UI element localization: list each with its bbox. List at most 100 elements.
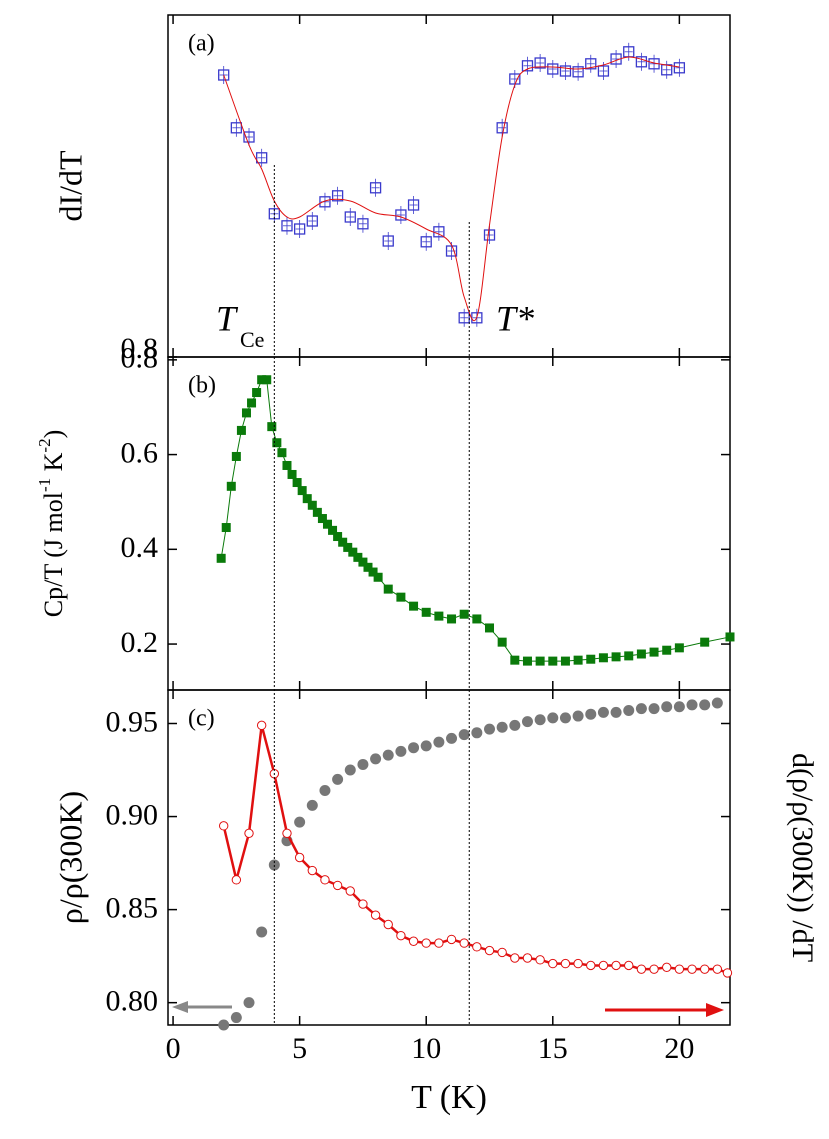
data-point [420,232,432,251]
data-point [395,206,407,224]
data-point [472,614,482,624]
data-point [585,54,597,73]
data-point [230,1012,242,1024]
y-axis-label-part: -1 [35,478,54,492]
data-point [459,609,469,619]
data-point [611,652,621,662]
data-point [635,703,647,715]
data-point [370,753,382,765]
data-point [307,865,317,876]
y-tick-label: 0.2 [121,626,159,659]
data-point [244,828,254,839]
y-axis-label-part: ) [39,430,68,439]
data-point [353,552,363,562]
data-point [433,736,445,748]
data-point [282,828,292,839]
data-point [483,226,496,244]
y-axis-label-part: K [39,452,68,478]
y-tick-label: 0.85 [106,892,159,925]
data-point [635,52,648,71]
data-point [484,945,495,956]
data-point [293,220,306,238]
data-point [241,408,251,418]
data-point [230,118,243,137]
data-point [231,875,242,885]
data-point [294,816,306,828]
y-tick-label: 0.80 [106,985,159,1018]
data-point [319,785,331,796]
data-point [236,425,246,435]
y-tick-label: 0.4 [121,531,159,564]
data-point [573,958,583,969]
data-point [534,54,546,72]
data-point [458,308,470,327]
x-axis-label: T (K) [411,1079,487,1116]
data-point [256,148,268,167]
data-point [674,643,684,653]
y2-axis-label: d(ρ/ρ(300K)) /dT [786,753,819,962]
y-axis-label-part: -2 [35,438,54,452]
data-point [421,938,431,948]
y-axis-label: ρ/ρ(300K) [52,791,88,924]
x-tick-label: 5 [292,1032,307,1065]
data-point [344,208,356,226]
annotation: T [216,298,239,338]
data-point [446,934,457,945]
data-point [559,712,571,724]
annotation: Ce [240,327,264,352]
data-point [699,964,710,974]
data-point [363,562,373,572]
data-point [218,1019,230,1031]
data-point [648,703,660,715]
data-point [548,656,558,666]
y-tick-label: 0.90 [106,798,159,831]
data-point [572,62,584,81]
data-point [297,486,307,496]
data-point [338,537,348,547]
data-point [586,960,596,971]
data-point [302,494,312,504]
y-tick-label: 0.8 [121,332,159,365]
data-point [447,614,457,624]
data-point [458,729,470,741]
x-tick-label: 15 [538,1032,568,1065]
data-point [383,919,393,930]
data-point [535,656,545,666]
data-point [421,607,431,617]
annotation: T* [496,298,534,338]
data-point [711,697,723,709]
data-point [282,460,292,470]
fit-line [223,56,680,322]
data-point [395,745,407,757]
data-point [522,656,532,666]
data-point [277,448,287,458]
data-point [472,942,482,952]
data-point [247,398,257,408]
right-arrow [605,1003,724,1017]
data-point [700,637,710,647]
data-point [306,212,318,230]
data-point [307,500,317,510]
data-point [624,651,634,661]
data-point [636,964,647,974]
data-point [332,880,343,891]
x-tick-label: 10 [411,1032,441,1065]
data-point [484,723,496,735]
data-point [662,645,672,655]
data-point [547,60,559,78]
data-point [496,118,508,137]
data-point [262,375,272,385]
data-point [521,56,534,75]
data-point [497,637,507,647]
data-point [332,773,344,785]
data-point [509,719,521,731]
data-point [547,712,559,724]
y-tick-label: 0.6 [121,436,159,469]
data-point [497,947,507,958]
data-point [674,964,685,974]
data-point [357,214,369,233]
data-point [408,936,419,946]
data-point [623,704,635,716]
data-point [598,653,608,663]
